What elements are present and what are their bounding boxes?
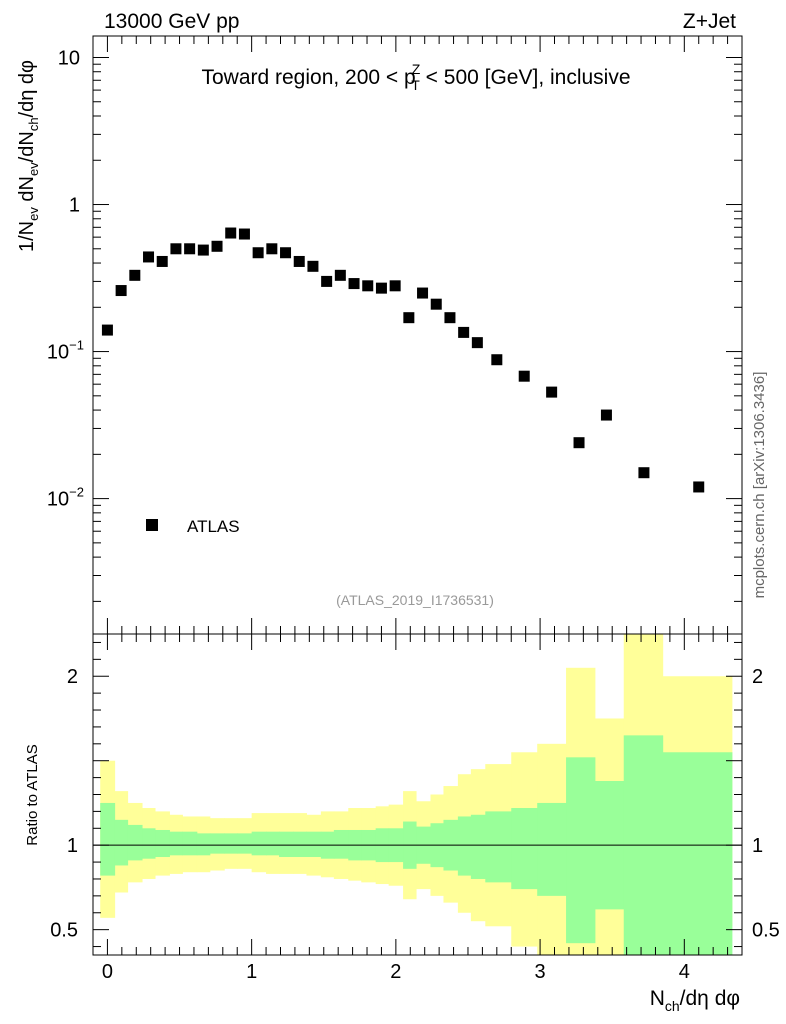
data-point <box>266 243 278 255</box>
stat-uncertainty-bin <box>470 814 486 879</box>
stat-uncertainty-bin <box>237 833 253 854</box>
x-tick-label: 1 <box>246 961 257 983</box>
stat-uncertainty-bin <box>266 831 280 856</box>
main-ticks: 10 1 10−1 10−2 <box>47 36 743 634</box>
legend-label: ATLAS <box>187 517 240 536</box>
main-panel: 10 1 10−1 10−2 Toward region, 200 < pZ T < 5… <box>16 35 743 635</box>
data-point <box>252 247 264 259</box>
data-point <box>546 386 558 398</box>
ratio-ticks: 0.5 0.5 1 1 2 2 0 1 2 3 4 <box>50 634 780 983</box>
data-point <box>225 227 237 239</box>
x-tick-label: 2 <box>390 961 401 983</box>
ratio-panel: 0.5 0.5 1 1 2 2 0 1 2 3 4 Ratio to ATLAS Nch/dη dφ <box>24 633 780 1014</box>
data-point <box>362 280 374 292</box>
stat-uncertainty-bin <box>662 752 733 955</box>
data-point <box>129 269 141 281</box>
stat-uncertainty-bin <box>251 831 267 856</box>
data-point <box>693 481 705 493</box>
energy-label: 13000 GeV pp <box>104 10 239 33</box>
side-label: mcplots.cern.ch [arXiv:1306.3436] <box>751 372 768 599</box>
stat-uncertainty-bin <box>306 831 322 858</box>
ratio-y-tick-label: 1 <box>752 835 763 857</box>
data-point <box>280 247 292 259</box>
stat-uncertainty-bin <box>293 831 307 858</box>
data-point <box>184 243 196 255</box>
stat-uncertainty-bin <box>142 828 156 859</box>
data-point <box>573 437 585 449</box>
stat-uncertainty-bin <box>182 831 198 856</box>
main-ylabel: 1/Nev dNev/dNch/dη dφ <box>16 60 41 252</box>
data-point <box>389 280 401 292</box>
data-point <box>293 255 305 267</box>
data-point <box>600 409 612 421</box>
ratio-y-tick-label: 0.5 <box>752 920 780 942</box>
data-point <box>197 244 209 256</box>
data-point <box>491 354 503 366</box>
data-points <box>101 227 705 493</box>
y-tick-label: 10 <box>58 47 80 69</box>
data-point <box>444 312 456 324</box>
data-point <box>375 282 387 294</box>
stat-uncertainty-bin <box>511 808 538 890</box>
y-tick-label: 1 <box>69 195 80 217</box>
data-point <box>321 275 333 287</box>
stat-uncertainty-bin <box>537 802 567 896</box>
process-label: Z+Jet <box>683 10 736 33</box>
stat-uncertainty-bin <box>279 831 294 858</box>
y-tick-label: 10−1 <box>47 338 84 364</box>
data-point <box>143 251 155 263</box>
ratio-y-tick-label: 0.5 <box>50 920 78 942</box>
data-point <box>211 240 223 252</box>
main-title: Toward region, 200 < pZ T < 500 [GeV], in… <box>201 61 630 93</box>
data-point <box>403 312 415 324</box>
data-point <box>348 278 360 290</box>
legend-marker <box>146 519 158 531</box>
data-point <box>430 298 442 310</box>
stat-uncertainty-bin <box>224 833 238 854</box>
data-point <box>307 260 319 272</box>
data-point <box>638 467 650 479</box>
stat-uncertainty-bin <box>566 757 596 944</box>
x-tick-label: 0 <box>102 961 113 983</box>
data-point <box>170 243 182 255</box>
stat-uncertainty-bin <box>114 819 129 866</box>
x-axis-label: Nch/dη dφ <box>650 987 740 1014</box>
main-frame <box>92 35 743 635</box>
ratio-y-tick-label: 2 <box>67 666 78 688</box>
ratio-y-tick-label: 1 <box>67 835 78 857</box>
data-point <box>458 326 470 338</box>
data-point <box>156 255 168 267</box>
data-point <box>471 337 483 349</box>
x-tick-label: 4 <box>679 961 690 983</box>
stat-uncertainty-bin <box>333 829 349 859</box>
stat-uncertainty-bin <box>169 831 183 856</box>
analysis-watermark: (ATLAS_2019_I1736531) <box>336 592 494 608</box>
data-point <box>417 287 429 299</box>
data-point <box>238 228 250 240</box>
data-point <box>101 324 113 336</box>
stat-uncertainty-bin <box>127 824 143 861</box>
stat-uncertainty-bin <box>209 833 225 854</box>
stat-uncertainty-bin <box>155 829 170 858</box>
ratio-y-tick-label: 2 <box>752 666 763 688</box>
stat-uncertainty-bin <box>485 811 512 883</box>
data-point <box>334 269 346 281</box>
data-point <box>518 370 530 382</box>
stat-uncertainty-bin <box>457 816 472 876</box>
ratio-bands <box>100 634 733 955</box>
stat-uncertainty-bin <box>100 802 116 876</box>
ratio-ylabel: Ratio to ATLAS <box>24 744 41 845</box>
x-tick-label: 3 <box>535 961 546 983</box>
y-tick-label: 10−2 <box>47 485 84 511</box>
stat-uncertainty-bin <box>196 833 211 856</box>
data-point <box>115 285 127 297</box>
